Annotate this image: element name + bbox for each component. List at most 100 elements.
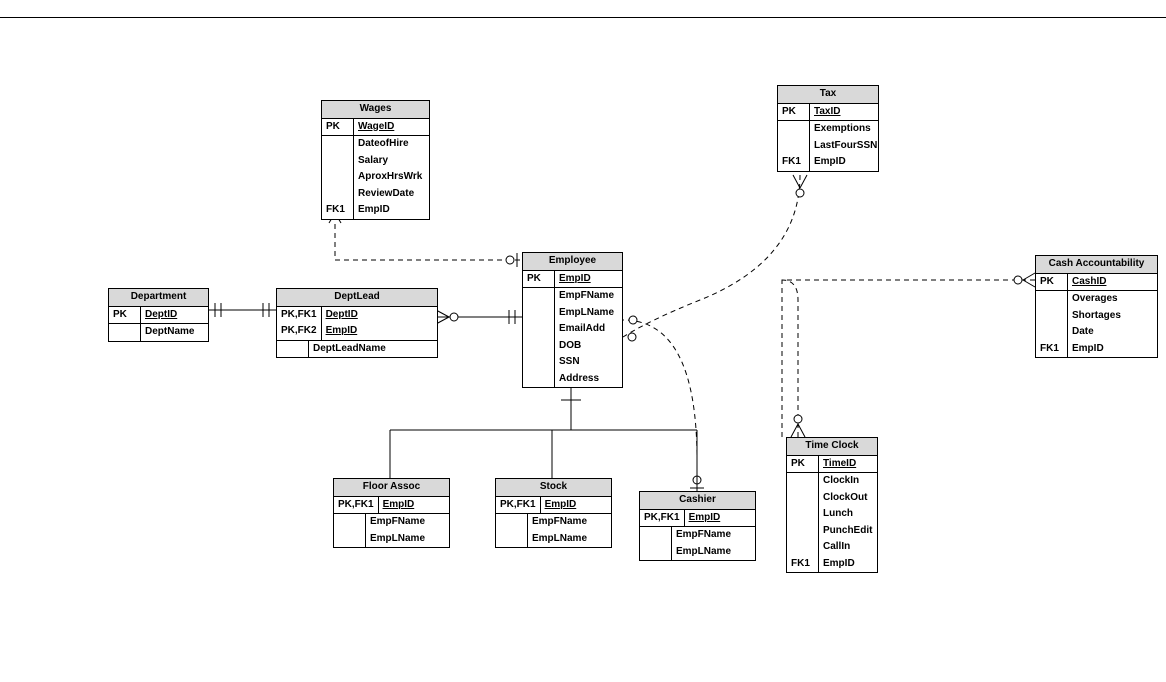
entity-title: DeptLead: [277, 289, 437, 307]
pk-attr: DeptID: [326, 309, 358, 320]
attr: EmpLName: [676, 546, 731, 557]
attr: ClockIn: [823, 475, 859, 486]
key-empty: [787, 473, 819, 490]
attr: EmpID: [814, 156, 846, 167]
attr: Date: [1072, 326, 1094, 337]
key-empty: [640, 544, 672, 561]
attr: EmpFName: [559, 290, 614, 301]
key-empty: [322, 153, 354, 170]
fk-label: FK1: [787, 556, 819, 573]
key-empty: [496, 514, 528, 531]
attr: Shortages: [1072, 310, 1121, 321]
pk-label: PK,FK2: [277, 323, 322, 340]
pk-label: PK: [787, 456, 819, 473]
fk-label: FK1: [1036, 341, 1068, 358]
attr: EmpLName: [532, 533, 587, 544]
entity-department: Department PK DeptID DeptName: [108, 288, 209, 342]
pk-attr: CashID: [1072, 276, 1106, 287]
key-empty: [523, 338, 555, 355]
key-empty: [640, 527, 672, 544]
entity-title: Tax: [778, 86, 878, 104]
pk-attr: TimeID: [823, 458, 856, 469]
attr: SSN: [559, 356, 580, 367]
key-empty: [322, 186, 354, 203]
entity-title: Employee: [523, 253, 622, 271]
entity-title: Stock: [496, 479, 611, 497]
key-empty: [787, 523, 819, 540]
entity-cashier: Cashier PK,FK1 EmpID EmpFName EmpLName: [639, 491, 756, 561]
key-empty: [787, 539, 819, 556]
entity-stock: Stock PK,FK1 EmpID EmpFName EmpLName: [495, 478, 612, 548]
attr: EmpFName: [676, 529, 731, 540]
entity-title: Floor Assoc: [334, 479, 449, 497]
attr: EmailAdd: [559, 323, 605, 334]
attr: LastFourSSN: [814, 140, 877, 151]
pk-attr: EmpID: [689, 512, 721, 523]
entity-floor-assoc: Floor Assoc PK,FK1 EmpID EmpFName EmpLNa…: [333, 478, 450, 548]
attr: EmpFName: [370, 516, 425, 527]
fk-label: FK1: [322, 202, 354, 219]
key-empty: [1036, 324, 1068, 341]
pk-label: PK,FK1: [496, 497, 541, 514]
key-empty: [778, 138, 810, 155]
key-empty: [277, 341, 309, 358]
fk-label: FK1: [778, 154, 810, 171]
pk-label: PK: [109, 307, 141, 324]
attr: EmpID: [823, 558, 855, 569]
key-empty: [496, 531, 528, 548]
entity-title: Cash Accountability: [1036, 256, 1157, 274]
key-empty: [109, 324, 141, 341]
pk-label: PK,FK1: [640, 510, 685, 527]
attr: EmpLName: [559, 307, 614, 318]
key-empty: [523, 321, 555, 338]
attr: Address: [559, 373, 599, 384]
pk-attr: EmpID: [383, 499, 415, 510]
pk-attr: DeptID: [145, 309, 177, 320]
attr: ReviewDate: [358, 188, 414, 199]
attr: Exemptions: [814, 123, 871, 134]
entity-deptlead: DeptLead PK,FK1 DeptID PK,FK2 EmpID Dept…: [276, 288, 438, 358]
pk-attr: EmpID: [559, 273, 591, 284]
key-empty: [787, 490, 819, 507]
pk-label: PK,FK1: [334, 497, 379, 514]
key-empty: [1036, 308, 1068, 325]
key-empty: [787, 506, 819, 523]
attr: DeptLeadName: [313, 343, 386, 354]
key-empty: [523, 305, 555, 322]
entity-cash-accountability: Cash Accountability PK CashID Overages S…: [1035, 255, 1158, 358]
attr: AproxHrsWrk: [358, 171, 422, 182]
attr: DeptName: [145, 326, 194, 337]
attr: EmpID: [1072, 343, 1104, 354]
pk-attr: TaxID: [814, 106, 841, 117]
er-diagram-canvas: Department PK DeptID DeptName DeptLead P…: [0, 0, 1166, 682]
entity-title: Wages: [322, 101, 429, 119]
key-empty: [322, 136, 354, 153]
attr: DOB: [559, 340, 581, 351]
entity-employee: Employee PK EmpID EmpFName EmpLName Emai…: [522, 252, 623, 388]
pk-attr: EmpID: [326, 325, 358, 336]
pk-label: PK: [322, 119, 354, 136]
pk-label: PK: [523, 271, 555, 288]
top-divider: [0, 17, 1166, 18]
entity-time-clock: Time Clock PK TimeID ClockIn ClockOut Lu…: [786, 437, 878, 573]
key-empty: [334, 514, 366, 531]
key-empty: [1036, 291, 1068, 308]
attr: EmpFName: [532, 516, 587, 527]
pk-label: PK: [778, 104, 810, 121]
key-empty: [322, 169, 354, 186]
entity-title: Time Clock: [787, 438, 877, 456]
pk-label: PK,FK1: [277, 307, 322, 324]
attr: Salary: [358, 155, 388, 166]
entity-tax: Tax PK TaxID Exemptions LastFourSSN FK1 …: [777, 85, 879, 172]
entity-title: Cashier: [640, 492, 755, 510]
key-empty: [778, 121, 810, 138]
attr: ClockOut: [823, 492, 867, 503]
attr: Lunch: [823, 508, 853, 519]
key-empty: [523, 288, 555, 305]
pk-attr: WageID: [358, 121, 394, 132]
attr: DateofHire: [358, 138, 409, 149]
attr: EmpLName: [370, 533, 425, 544]
attr: CallIn: [823, 541, 850, 552]
entity-title: Department: [109, 289, 208, 307]
key-empty: [523, 371, 555, 388]
